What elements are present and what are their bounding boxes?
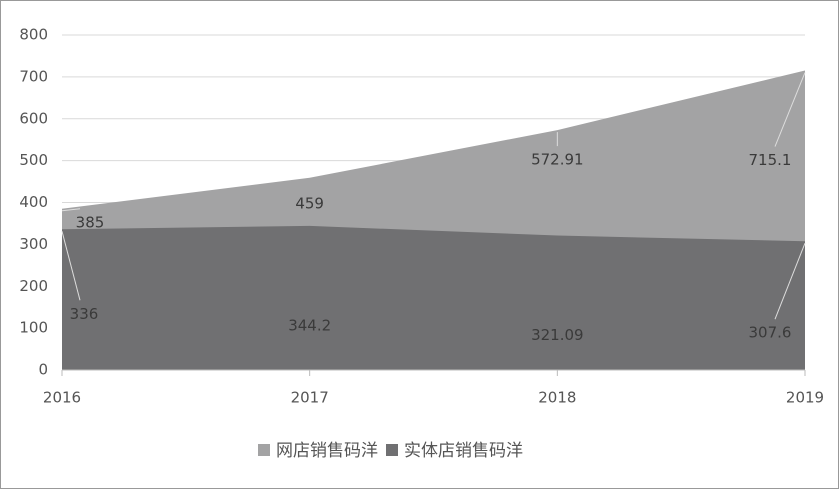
legend-swatch	[258, 444, 270, 456]
y-tick-label: 100	[19, 319, 48, 337]
data-label: 715.1	[749, 151, 792, 169]
y-tick-label: 800	[19, 26, 48, 44]
data-label: 336	[70, 305, 99, 323]
y-tick-label: 400	[19, 193, 48, 211]
x-tick-label: 2019	[786, 389, 824, 407]
y-tick-label: 300	[19, 235, 48, 253]
x-tick-label: 2017	[291, 389, 329, 407]
data-label: 307.6	[749, 324, 792, 342]
leader-line	[61, 231, 81, 301]
y-tick-label: 600	[19, 109, 48, 127]
data-label: 321.09	[531, 326, 584, 344]
data-label: 572.91	[531, 151, 584, 169]
y-tick-label: 0	[38, 361, 48, 379]
area	[62, 225, 805, 370]
x-tick-label: 2016	[43, 389, 81, 407]
leader-line	[774, 243, 806, 320]
x-tick-label: 2018	[538, 389, 576, 407]
legend-swatch	[386, 444, 398, 456]
y-tick-label: 200	[19, 277, 48, 295]
leader-line	[61, 208, 81, 212]
data-label: 385	[76, 213, 105, 231]
data-label: 344.2	[288, 316, 331, 334]
leader-line	[774, 72, 806, 147]
y-tick-label: 500	[19, 151, 48, 169]
data-label: 459	[295, 194, 324, 212]
legend-label: 网店销售码洋	[276, 441, 378, 461]
y-tick-label: 700	[19, 67, 48, 85]
legend-label: 实体店销售码洋	[404, 441, 523, 461]
